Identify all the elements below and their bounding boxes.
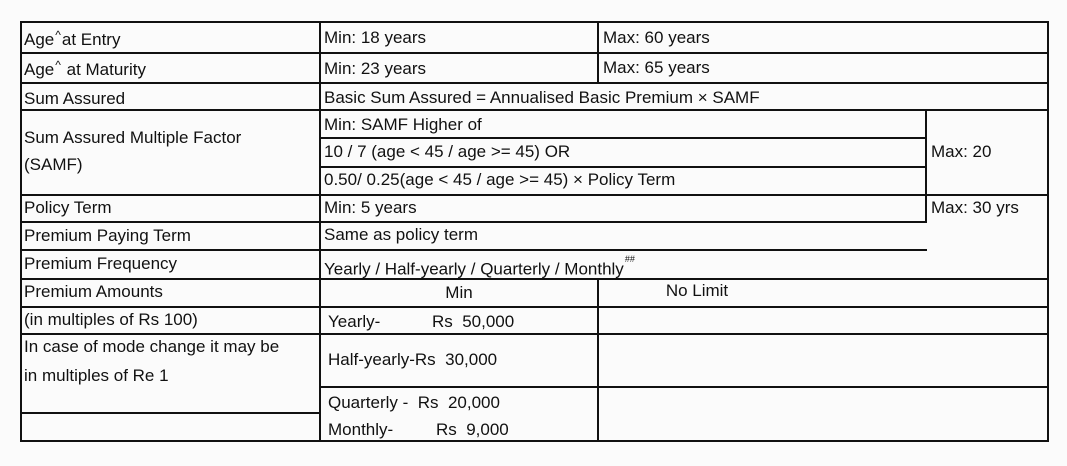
frequency-value: Yearly / Half-yearly / Quarterly / Month… xyxy=(324,254,635,280)
policy-term-min: Min: 5 years xyxy=(324,198,417,217)
yearly-amount: Rs 50,000 xyxy=(432,312,515,331)
table-rule xyxy=(597,278,599,442)
age-maturity-label-a: Age xyxy=(24,60,55,79)
table-rule xyxy=(20,109,1049,111)
age-entry-label-b: at Entry xyxy=(61,30,121,49)
table-rule xyxy=(20,440,1049,442)
frequency-label: Premium Frequency xyxy=(24,254,178,273)
age-entry-max: Max: 60 years xyxy=(603,28,710,47)
frequency-footnote-mark: ## xyxy=(624,254,635,264)
policy-term-label: Policy Term xyxy=(24,198,112,217)
eligibility-table: Age^at Entry Min: 18 years Max: 60 years… xyxy=(20,21,1049,442)
quarterly-amount: Quarterly - Rs 20,000 xyxy=(328,393,500,412)
table-rule xyxy=(320,386,1049,388)
age-maturity-min: Min: 23 years xyxy=(324,59,427,78)
samf-min-head: Min: SAMF Higher of xyxy=(324,115,482,134)
table-rule xyxy=(20,82,1049,84)
monthly-amount: Rs 9,000 xyxy=(436,420,509,439)
amounts-label-line1: Premium Amounts xyxy=(24,282,163,301)
samf-label-line1: Sum Assured Multiple Factor xyxy=(24,128,242,147)
table-rule xyxy=(597,21,599,83)
sum-assured-label: Sum Assured xyxy=(24,89,126,108)
yearly-mode: Yearly- xyxy=(328,312,381,331)
table-rule xyxy=(925,109,927,223)
table-rule xyxy=(20,278,1049,280)
samf-option-2: 0.50/ 0.25(age < 45 / age >= 45) × Polic… xyxy=(324,170,676,189)
table-rule xyxy=(20,412,320,414)
table-rule xyxy=(320,166,925,168)
age-maturity-max: Max: 65 years xyxy=(603,58,710,77)
table-rule xyxy=(20,221,927,223)
ppt-label: Premium Paying Term xyxy=(24,226,191,245)
table-rule xyxy=(20,21,1049,23)
half-yearly-amount: Half-yearly-Rs 30,000 xyxy=(328,350,498,369)
table-rule xyxy=(20,194,1049,196)
amounts-label-line3: In case of mode change it may be xyxy=(24,337,280,356)
table-rule xyxy=(1047,21,1049,442)
caret-mark: ^ xyxy=(55,28,61,42)
policy-term-max: Max: 30 yrs xyxy=(931,198,1019,217)
table-rule xyxy=(20,249,927,251)
age-maturity-label: Age^ at Maturity xyxy=(24,58,146,81)
frequency-value-text: Yearly / Half-yearly / Quarterly / Month… xyxy=(324,259,624,279)
samf-option-1: 10 / 7 (age < 45 / age >= 45) OR xyxy=(324,142,571,161)
age-maturity-label-b: at Maturity xyxy=(61,60,146,79)
table-rule xyxy=(20,333,1049,335)
amounts-min-head: Min xyxy=(445,283,473,302)
monthly-mode: Monthly- xyxy=(328,420,394,439)
samf-label-line2: (SAMF) xyxy=(24,155,83,174)
table-rule xyxy=(20,306,1049,308)
caret-mark: ^ xyxy=(55,58,61,72)
table-rule xyxy=(320,137,925,139)
table-rule xyxy=(20,21,22,442)
table-rule xyxy=(319,21,321,442)
amounts-max-head: No Limit xyxy=(665,281,729,300)
samf-max: Max: 20 xyxy=(931,142,992,161)
table-rule xyxy=(20,52,1049,54)
ppt-value: Same as policy term xyxy=(324,225,478,244)
amounts-label-line4: in multiples of Re 1 xyxy=(24,366,169,385)
amounts-label-line2: (in multiples of Rs 100) xyxy=(24,310,198,329)
age-entry-min: Min: 18 years xyxy=(324,28,427,47)
age-entry-label-a: Age xyxy=(24,30,55,49)
sum-assured-value: Basic Sum Assured = Annualised Basic Pre… xyxy=(324,88,760,107)
age-entry-label: Age^at Entry xyxy=(24,28,121,51)
